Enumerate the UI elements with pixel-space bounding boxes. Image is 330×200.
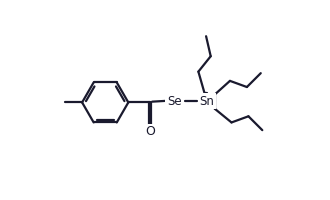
- Text: O: O: [145, 124, 155, 137]
- Text: Se: Se: [167, 95, 182, 108]
- Text: Sn: Sn: [199, 95, 214, 108]
